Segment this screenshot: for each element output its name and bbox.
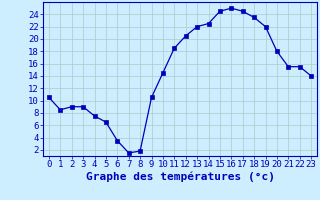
X-axis label: Graphe des températures (°c): Graphe des températures (°c) <box>85 172 275 182</box>
